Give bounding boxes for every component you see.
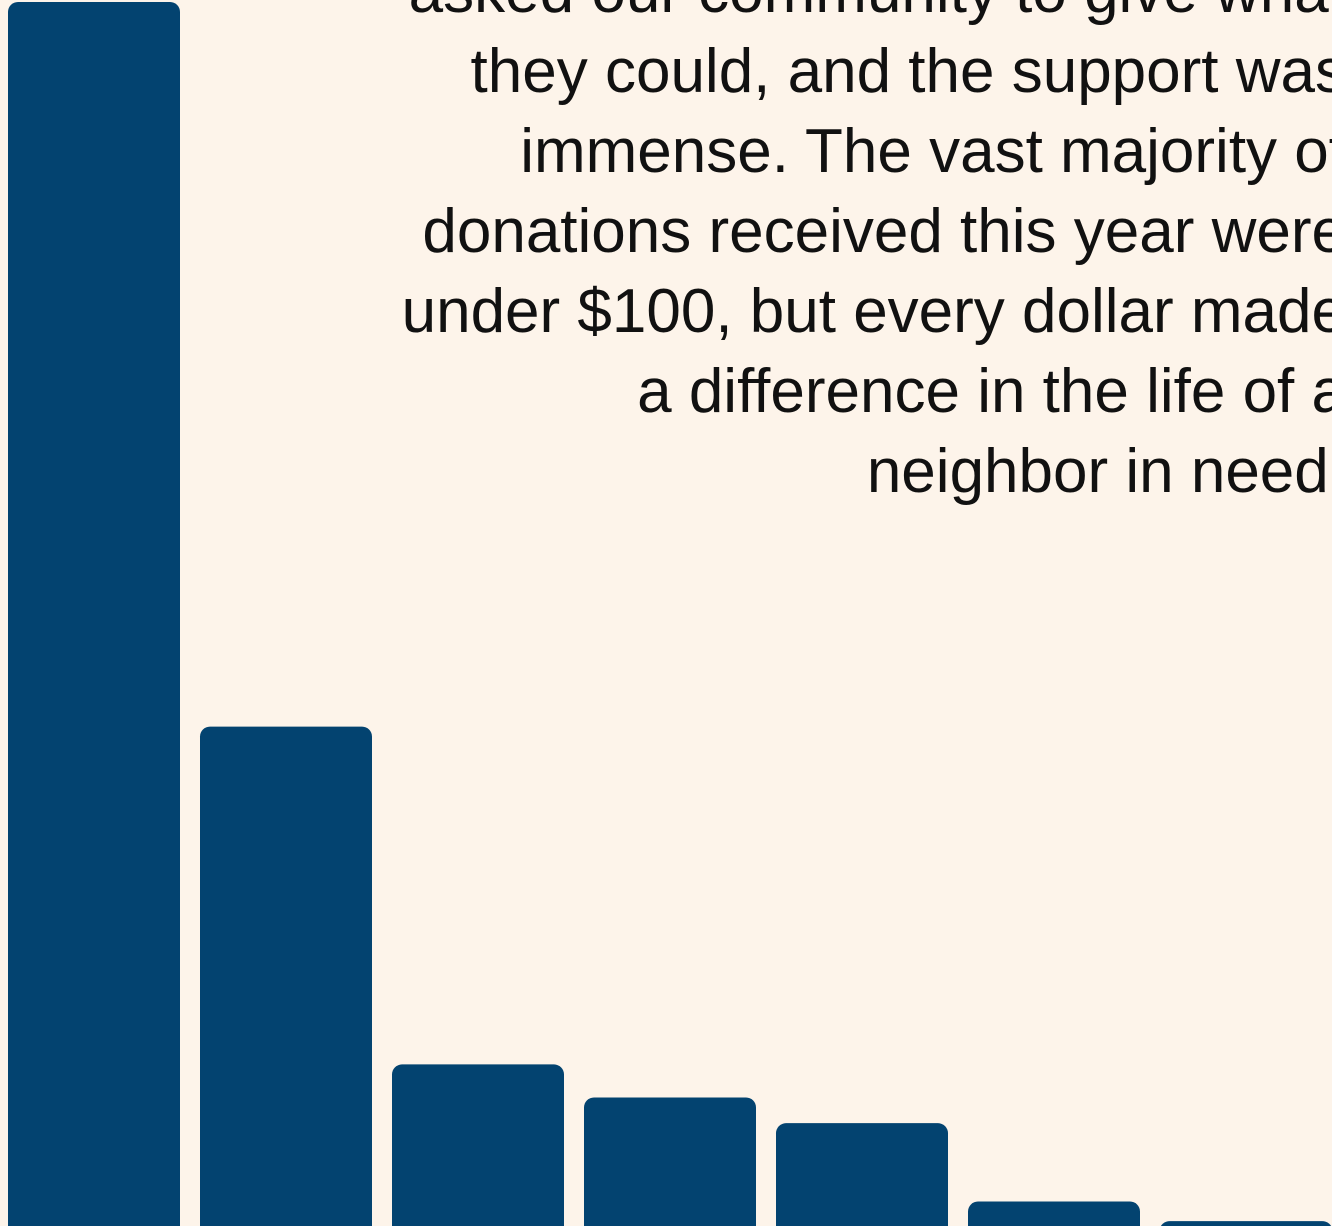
paragraph-line: donations received this year were bbox=[422, 197, 1332, 266]
paragraph-line: a difference in the life of a bbox=[637, 357, 1332, 426]
bar bbox=[968, 1201, 1140, 1226]
paragraph-line: neighbor in need. bbox=[867, 437, 1332, 506]
paragraph-line: they could, and the support was bbox=[471, 37, 1332, 106]
paragraph-line: under $100, but every dollar made bbox=[402, 277, 1332, 346]
bar bbox=[8, 2, 180, 1226]
paragraph-line: immense. The vast majority of bbox=[520, 117, 1332, 186]
bar bbox=[392, 1064, 564, 1226]
bar bbox=[776, 1123, 948, 1226]
bar bbox=[200, 726, 372, 1226]
bar bbox=[1160, 1221, 1332, 1226]
paragraph-line: asked our community to give what bbox=[409, 0, 1332, 26]
bar bbox=[584, 1097, 756, 1226]
